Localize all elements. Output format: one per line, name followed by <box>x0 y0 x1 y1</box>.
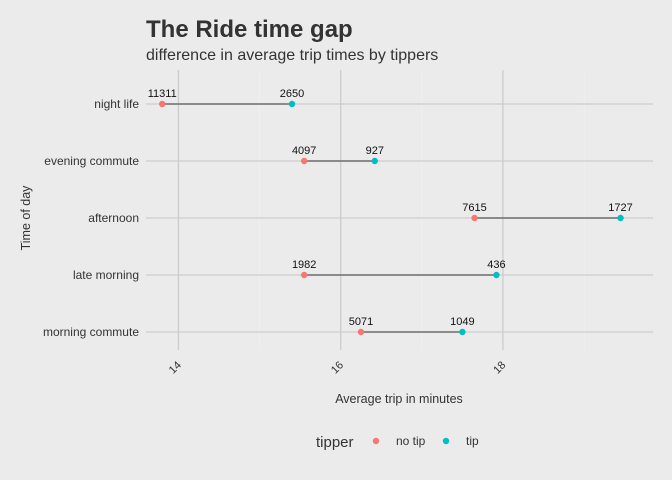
data-labels: 11311 4097 7615 1982 5071 2650 927 1727 436 1049 <box>148 88 633 328</box>
x-tick-label: 16 <box>329 359 346 376</box>
data-label: 1727 <box>608 202 632 214</box>
y-axis-label: Time of day <box>19 185 33 251</box>
data-label: 1049 <box>450 316 474 328</box>
data-label: 5071 <box>349 316 373 328</box>
point-no-tip <box>357 328 365 336</box>
data-label: 1982 <box>292 259 316 271</box>
data-label: 436 <box>487 259 505 271</box>
y-tick-label: morning commute <box>43 325 139 339</box>
data-label: 927 <box>366 145 384 157</box>
point-tip <box>371 157 378 165</box>
chart-subtitle: difference in average trip times by tipp… <box>146 47 438 64</box>
chart-title: The Ride time gap <box>146 16 353 43</box>
legend-key-tip <box>442 437 450 445</box>
y-tick-label: evening commute <box>44 154 139 168</box>
data-label: 7615 <box>462 202 486 214</box>
data-points <box>159 100 624 336</box>
grid-lines <box>146 70 653 350</box>
x-tick-label: 14 <box>167 359 184 376</box>
y-tick-label: afternoon <box>88 211 139 225</box>
dumbbell-segments <box>162 103 621 333</box>
data-label: 4097 <box>292 145 316 157</box>
x-tick-label: 18 <box>491 359 508 376</box>
data-label: 11311 <box>148 88 177 100</box>
legend-label: tip <box>466 434 479 448</box>
y-tick-labels: night life evening commute afternoon late m… <box>43 97 139 339</box>
point-tip <box>459 328 466 336</box>
legend: tipper no tip tip <box>316 434 479 451</box>
legend-key-no-tip <box>372 437 380 445</box>
legend-label: no tip <box>396 434 426 448</box>
point-no-tip <box>300 157 308 165</box>
point-tip <box>617 214 624 222</box>
point-no-tip <box>300 271 308 279</box>
point-no-tip <box>471 214 478 222</box>
legend-title: tipper <box>316 434 354 451</box>
x-axis-label: Average trip in minutes <box>335 392 463 406</box>
point-tip <box>288 100 296 108</box>
x-tick-labels: 14 16 18 <box>167 359 509 376</box>
y-tick-label: night life <box>94 97 139 111</box>
y-tick-label: late morning <box>73 268 139 282</box>
data-label: 2650 <box>280 88 304 100</box>
point-tip <box>493 271 500 279</box>
point-no-tip <box>159 100 166 108</box>
